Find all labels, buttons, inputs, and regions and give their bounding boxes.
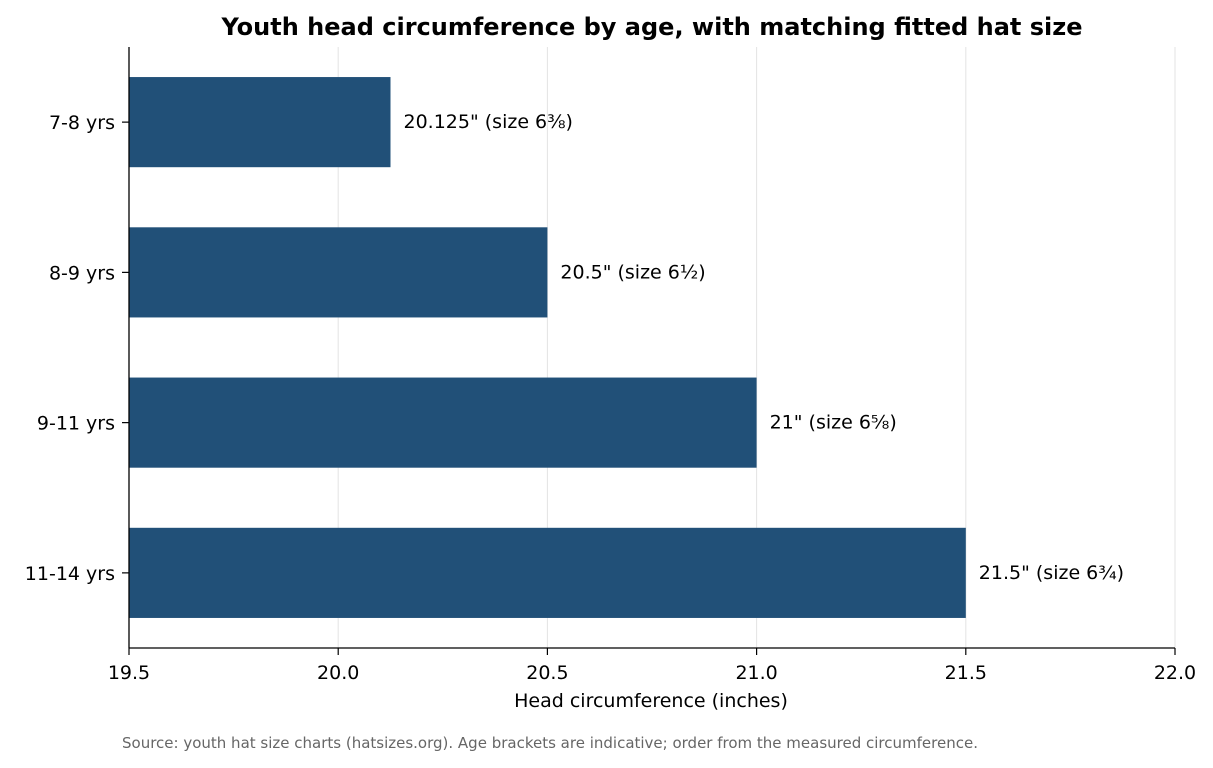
data-labels: 20.125" (size 6⅜) 20.5" (size 6½) 21" (siz… (404, 111, 1125, 584)
x-tick-label: 19.5 (108, 662, 150, 684)
data-label: 20.125" (size 6⅜) (404, 111, 573, 133)
y-tick-label: 11-14 yrs (25, 563, 115, 585)
data-label: 21.5" (size 6¾) (979, 562, 1124, 584)
x-tick-label: 21.0 (735, 662, 777, 684)
bar (129, 527, 966, 618)
y-tick-label: 9-11 yrs (37, 413, 115, 435)
bar (129, 227, 548, 318)
x-tick-label: 22.0 (1154, 662, 1196, 684)
x-tick-label: 21.5 (945, 662, 987, 684)
axes: 19.5 20.0 20.5 21.0 21.5 22.0 7-8 yrs 8-9 yrs 9-… (25, 47, 1196, 684)
bar (129, 77, 391, 168)
chart-title: Youth head circumference by age, with ma… (220, 13, 1082, 41)
x-tick-label: 20.5 (526, 662, 568, 684)
data-label: 21" (size 6⅝) (770, 412, 897, 434)
data-label: 20.5" (size 6½) (560, 261, 705, 283)
x-tick-label: 20.0 (317, 662, 359, 684)
x-axis-title: Head circumference (inches) (514, 690, 788, 712)
bar (129, 377, 757, 468)
y-tick-label: 7-8 yrs (49, 112, 115, 134)
source-note: Source: youth hat size charts (hatsizes.… (122, 734, 978, 752)
bars (129, 77, 966, 618)
y-tick-label: 8-9 yrs (49, 262, 115, 284)
